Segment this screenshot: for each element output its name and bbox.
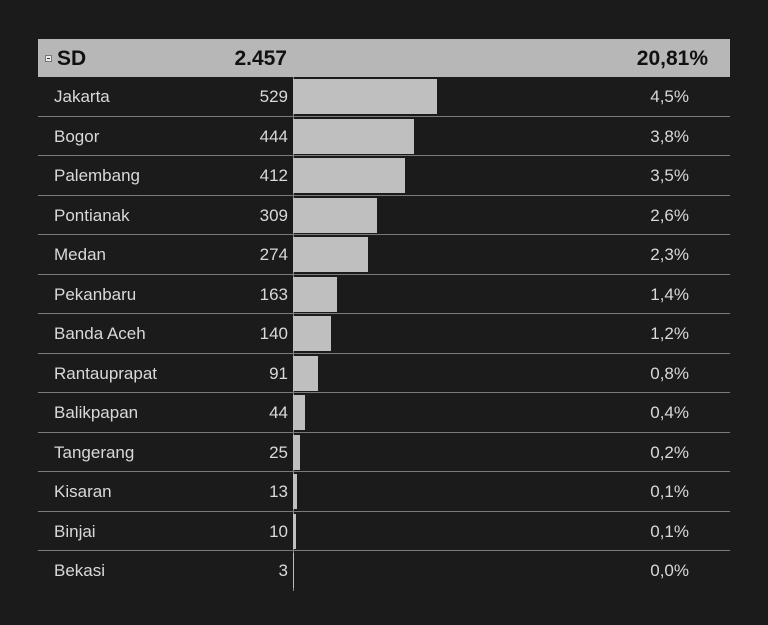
table-row[interactable]: Medan 274 2,3% xyxy=(38,235,730,275)
percent-value: 3,5% xyxy=(650,166,689,185)
table-row[interactable]: Banda Aceh 140 1,2% xyxy=(38,314,730,354)
data-bar xyxy=(293,118,414,154)
table-row[interactable]: Jakarta 529 4,5% xyxy=(38,77,730,117)
table-row[interactable]: Tangerang 25 0,2% xyxy=(38,432,730,472)
city-label: Bogor xyxy=(54,126,100,146)
count-value: 412 xyxy=(259,166,288,185)
group-percent: 20,81% xyxy=(636,47,708,70)
table-row[interactable]: Balikpapan 44 0,4% xyxy=(38,393,730,433)
count-value: 13 xyxy=(269,482,288,501)
data-bar xyxy=(293,197,378,233)
count-value: 140 xyxy=(259,324,288,343)
data-bar xyxy=(293,553,294,588)
city-label: Pekanbaru xyxy=(54,284,137,304)
percent-value: 4,5% xyxy=(650,87,689,106)
data-bar xyxy=(293,79,437,114)
percent-value: 2,3% xyxy=(650,245,689,264)
percent-value: 0,0% xyxy=(650,561,689,580)
percent-value: 2,6% xyxy=(650,205,689,225)
table-row[interactable]: Palembang 412 3,5% xyxy=(38,156,730,196)
percent-value: 1,2% xyxy=(650,324,689,343)
data-bar xyxy=(293,513,296,549)
data-bar xyxy=(293,276,338,312)
city-rows: Jakarta 529 4,5% Bogor 444 3,8% Palembang 412 3,… xyxy=(38,77,730,591)
count-value: 309 xyxy=(259,205,288,225)
city-label: Bekasi xyxy=(54,561,106,580)
city-label: Banda Aceh xyxy=(54,324,146,343)
table-row[interactable]: Pontianak 309 2,6% xyxy=(38,195,730,235)
group-name: SD xyxy=(57,47,87,70)
data-bar xyxy=(293,316,332,351)
count-value: 10 xyxy=(269,521,288,541)
data-table: SD 2.457 20,81% Jakarta 529 4,5% Bogor 444 3,… xyxy=(38,39,730,591)
count-value: 44 xyxy=(269,403,288,422)
data-bar xyxy=(293,434,300,470)
count-value: 274 xyxy=(259,245,288,264)
data-bar xyxy=(293,395,305,430)
table-row[interactable]: Kisaran 13 0,1% xyxy=(38,472,730,512)
city-label: Binjai xyxy=(54,521,96,541)
group-header-row[interactable]: SD 2.457 20,81% xyxy=(38,39,730,77)
data-bar xyxy=(293,237,368,272)
city-label: Tangerang xyxy=(54,442,135,462)
percent-value: 0,2% xyxy=(650,442,689,462)
city-label: Medan xyxy=(54,245,106,264)
table-row[interactable]: Bekasi 3 0,0% xyxy=(38,551,730,591)
data-bar xyxy=(293,474,297,509)
table-row[interactable]: Bogor 444 3,8% xyxy=(38,116,730,156)
percent-value: 0,1% xyxy=(650,482,689,501)
percent-value: 0,8% xyxy=(650,363,689,383)
table-row[interactable]: Binjai 10 0,1% xyxy=(38,511,730,551)
percent-value: 1,4% xyxy=(650,284,689,304)
city-label: Balikpapan xyxy=(54,403,139,422)
city-label: Jakarta xyxy=(54,87,110,106)
count-value: 444 xyxy=(259,126,288,146)
count-value: 91 xyxy=(269,363,288,383)
city-label: Palembang xyxy=(54,166,141,185)
table-row[interactable]: Pekanbaru 163 1,4% xyxy=(38,274,730,314)
percent-value: 3,8% xyxy=(650,126,689,146)
city-label: Pontianak xyxy=(54,205,130,225)
percent-value: 0,4% xyxy=(650,403,689,422)
collapse-toggle-icon[interactable] xyxy=(45,55,52,62)
count-value: 25 xyxy=(269,442,288,462)
city-label: Kisaran xyxy=(54,482,112,501)
count-value: 163 xyxy=(259,284,288,304)
data-bar xyxy=(293,158,406,193)
count-value: 529 xyxy=(259,87,288,106)
city-label: Rantauprapat xyxy=(54,363,158,383)
table-row[interactable]: Rantauprapat 91 0,8% xyxy=(38,353,730,393)
data-bar xyxy=(293,355,318,391)
group-total: 2.457 xyxy=(234,47,287,70)
count-value: 3 xyxy=(278,561,288,580)
percent-value: 0,1% xyxy=(650,521,689,541)
